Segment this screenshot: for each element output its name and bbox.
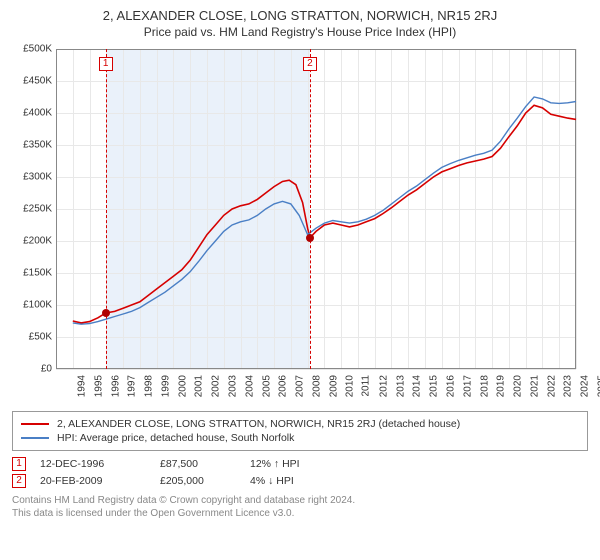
legend-row: 2, ALEXANDER CLOSE, LONG STRATTON, NORWI… xyxy=(21,418,579,430)
footer-line: Contains HM Land Registry data © Crown c… xyxy=(12,494,588,507)
event-row-marker: 1 xyxy=(12,457,26,471)
event-row-marker: 2 xyxy=(12,474,26,488)
event-marker: 1 xyxy=(99,57,113,71)
legend-row: HPI: Average price, detached house, Sout… xyxy=(21,432,579,444)
event-date: 20-FEB-2009 xyxy=(40,475,160,487)
footer-attribution: Contains HM Land Registry data © Crown c… xyxy=(12,494,588,520)
legend-swatch xyxy=(21,437,49,439)
legend: 2, ALEXANDER CLOSE, LONG STRATTON, NORWI… xyxy=(12,411,588,451)
event-dash xyxy=(310,49,311,369)
page-subtitle: Price paid vs. HM Land Registry's House … xyxy=(12,25,588,39)
event-delta: 12% ↑ HPI xyxy=(250,458,300,470)
event-dot xyxy=(102,309,110,317)
legend-swatch xyxy=(21,423,49,425)
event-dot xyxy=(306,234,314,242)
event-price: £87,500 xyxy=(160,458,250,470)
x-axis-label: 2025 xyxy=(596,375,600,397)
event-delta: 4% ↓ HPI xyxy=(250,475,294,487)
event-dash xyxy=(106,49,107,369)
series-hpi xyxy=(73,97,576,324)
price-chart: £0£50K£100K£150K£200K£250K£300K£350K£400… xyxy=(12,45,588,405)
event-row: 1 12-DEC-1996£87,50012% ↑ HPI xyxy=(12,457,588,471)
footer-line: This data is licensed under the Open Gov… xyxy=(12,507,588,520)
event-marker: 2 xyxy=(303,57,317,71)
legend-label: 2, ALEXANDER CLOSE, LONG STRATTON, NORWI… xyxy=(57,418,460,430)
series-property xyxy=(73,105,576,323)
event-price: £205,000 xyxy=(160,475,250,487)
series-layer xyxy=(12,45,588,405)
event-date: 12-DEC-1996 xyxy=(40,458,160,470)
legend-label: HPI: Average price, detached house, Sout… xyxy=(57,432,294,444)
event-table: 1 12-DEC-1996£87,50012% ↑ HPI 2 20-FEB-2009… xyxy=(12,457,588,488)
page-title: 2, ALEXANDER CLOSE, LONG STRATTON, NORWI… xyxy=(12,8,588,23)
event-row: 2 20-FEB-2009£205,0004% ↓ HPI xyxy=(12,474,588,488)
